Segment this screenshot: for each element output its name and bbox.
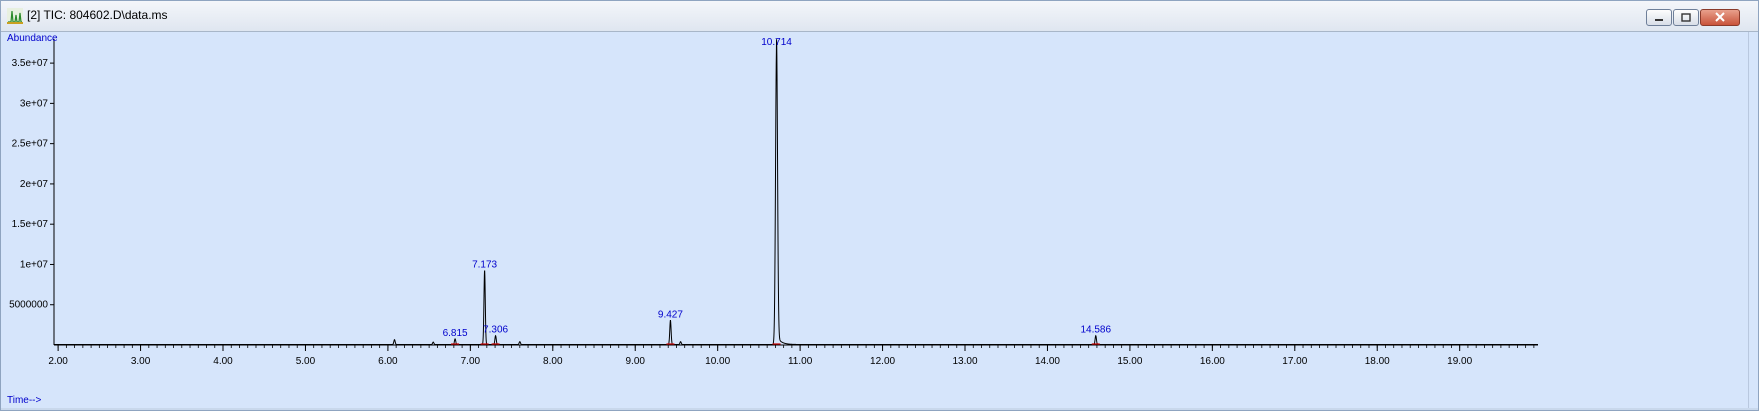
x-tick-label: 6.00: [378, 356, 398, 367]
x-tick-label: 12.00: [870, 356, 895, 367]
y-tick-label: 2e+07: [20, 179, 49, 190]
x-tick-label: 8.00: [543, 356, 563, 367]
peak-label: 6.815: [443, 328, 468, 339]
x-tick-label: 5.00: [296, 356, 316, 367]
y-tick-label: 3.5e+07: [12, 58, 49, 69]
y-tick-label: 3e+07: [20, 98, 49, 109]
y-tick-label: 2.5e+07: [12, 139, 49, 150]
window-title: [2] TIC: 804602.D\data.ms: [27, 8, 168, 22]
x-tick-label: 13.00: [952, 356, 977, 367]
tic-trace: [54, 39, 1538, 346]
x-tick-label: 2.00: [48, 356, 68, 367]
window-controls: [1645, 9, 1740, 26]
peak-label: 7.173: [472, 259, 497, 270]
y-tick-label: 1e+07: [20, 259, 49, 270]
x-tick-label: 18.00: [1365, 356, 1390, 367]
x-axis-label: Time-->: [7, 395, 42, 406]
x-tick-label: 7.00: [461, 356, 481, 367]
peak-label: 14.586: [1080, 325, 1111, 336]
peak-label: 7.306: [483, 325, 508, 336]
x-tick-label: 11.00: [788, 356, 813, 367]
x-tick-label: 17.00: [1282, 356, 1307, 367]
x-tick-label: 10.00: [705, 356, 730, 367]
chromatogram-chart[interactable]: 2.00 3.00 4.00 5.00 6.00 7.00 8.00 9.00 10.00 11.…: [1, 32, 1749, 408]
peak-label: 10.714: [761, 37, 792, 48]
chromatogram-app-icon: [7, 8, 23, 24]
x-tick-label: 19.00: [1447, 356, 1472, 367]
vertical-scrollbar[interactable]: [1748, 32, 1758, 408]
y-tick-label: 1.5e+07: [12, 219, 49, 230]
close-button[interactable]: [1700, 9, 1740, 26]
x-tick-label: 15.00: [1117, 356, 1142, 367]
close-icon: [1715, 12, 1725, 22]
y-tick-label: 5000000: [9, 300, 48, 311]
x-tick-label: 14.00: [1035, 356, 1060, 367]
peak-label: 9.427: [658, 309, 683, 320]
x-tick-label: 3.00: [131, 356, 151, 367]
title-bar[interactable]: [2] TIC: 804602.D\data.ms: [1, 1, 1758, 32]
x-tick-label: 4.00: [213, 356, 233, 367]
minimize-icon: [1655, 19, 1663, 21]
x-tick-label: 9.00: [625, 356, 645, 367]
restore-button[interactable]: [1673, 9, 1699, 26]
plot-area[interactable]: 2.00 3.00 4.00 5.00 6.00 7.00 8.00 9.00 10.00 11.…: [1, 32, 1749, 408]
y-axis-label: Abundance: [7, 33, 58, 44]
x-tick-label: 16.00: [1200, 356, 1225, 367]
minimize-button[interactable]: [1646, 9, 1672, 26]
restore-icon: [1681, 13, 1691, 22]
